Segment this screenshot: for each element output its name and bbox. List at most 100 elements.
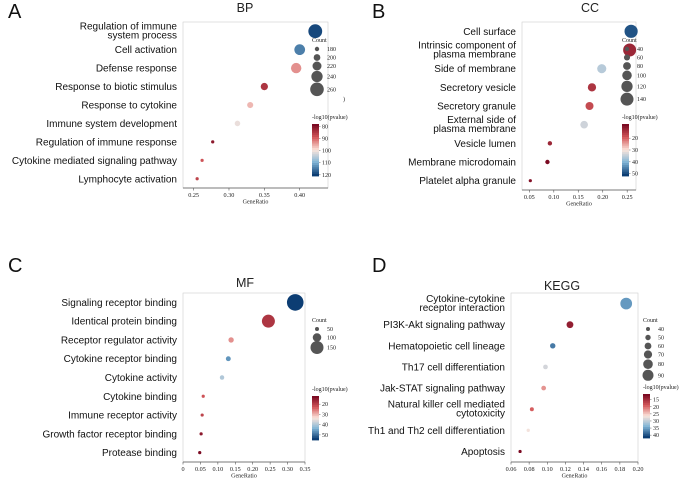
color-tick-label-b: 20 — [632, 136, 638, 142]
panel-title-b: CC — [581, 1, 599, 15]
plot-frame-b — [521, 21, 637, 191]
x-tick-label-d: 0.08 — [524, 466, 535, 473]
category-label-b: Platelet alpha granule — [419, 176, 516, 187]
panel-c: C MF 0 0.05 0.10 0.15 0.20 0.25 0.30 0.35 GeneRati… — [8, 255, 348, 478]
color-bar-segment-d — [643, 428, 650, 432]
category-label-a: Cell activation — [115, 45, 177, 56]
data-point-c — [198, 451, 202, 455]
data-point-a — [211, 140, 215, 144]
data-point-c — [219, 375, 225, 380]
color-bar-segment-b — [622, 165, 629, 168]
color-bar-segment-a — [312, 132, 319, 136]
data-point-d — [526, 428, 530, 432]
category-label-a: Defense response — [96, 64, 178, 75]
color-bar-segment-b — [622, 173, 629, 177]
color-legend-title-c: -log10(pvalue) — [312, 386, 348, 393]
color-bar-segment-d — [643, 427, 650, 430]
color-bar-segment-a — [312, 137, 319, 140]
x-tick-label-b: 0.10 — [548, 194, 559, 201]
color-bar-segment-c — [312, 423, 319, 426]
color-bar-segment-d — [643, 408, 650, 411]
x-axis-label-c: GeneRatio — [231, 474, 257, 478]
color-bar-segment-d — [643, 425, 650, 428]
color-bar-segment-b — [622, 143, 629, 147]
x-tick-label-d: 0.06 — [506, 466, 517, 473]
count-legend-title-a: Count — [312, 38, 327, 44]
color-bar-segment-c — [312, 430, 319, 434]
data-point-c — [286, 294, 304, 311]
category-label-a: Response to biotic stimulus — [55, 82, 177, 93]
color-bar-segment-c — [312, 399, 319, 402]
data-point-d — [566, 321, 574, 329]
x-tick-label-b: 0.20 — [597, 194, 608, 201]
color-bar-segment-c — [312, 412, 319, 415]
panel-d: D KEGG 0.06 0.08 0.10 0.12 0.14 0.16 0.18 0.20 Gen… — [368, 255, 679, 478]
category-label-c: Cytokine binding — [103, 392, 177, 403]
count-legend-label-a: 220 — [327, 64, 336, 70]
color-bar-segment-b — [622, 126, 629, 129]
color-tick-label-d: 35 — [653, 426, 659, 432]
color-bar-segment-d — [643, 412, 650, 415]
data-point-b — [545, 159, 550, 165]
category-label-b: Membrane microdomain — [408, 158, 516, 169]
data-point-a — [290, 62, 302, 74]
color-bar-segment-c — [312, 425, 319, 428]
category-label-b: Side of membrane — [434, 64, 516, 75]
data-point-a — [234, 120, 241, 127]
color-bar-segment-c — [312, 418, 319, 421]
x-tick-label-c: 0.10 — [212, 466, 223, 473]
x-tick-label-a: 0.40 — [294, 192, 305, 199]
color-bar-segment-d — [643, 423, 650, 426]
panel-letter-c: C — [8, 255, 22, 277]
category-label-a: Response to cytokine — [81, 101, 177, 112]
color-tick-label-c: 50 — [322, 433, 328, 439]
x-tick-label-b: 0.15 — [573, 194, 584, 201]
count-legend-dot-d — [643, 350, 653, 359]
color-bar-segment-a — [312, 143, 319, 147]
count-legend-title-d: Count — [643, 318, 658, 324]
count-legend-clipped-a: ) — [343, 96, 345, 103]
x-tick-label-d: 0.18 — [614, 466, 625, 473]
color-tick-label-d: 25 — [653, 412, 659, 418]
color-bar-segment-a — [312, 126, 319, 129]
color-tick-label-c: 40 — [322, 423, 328, 429]
category-label-c: Cytokine activity — [105, 373, 177, 384]
count-legend-label-b: 100 — [637, 73, 646, 79]
color-bar-segment-a — [312, 139, 319, 142]
color-legend-title-d: -log10(pvalue) — [643, 384, 679, 391]
color-bar-segment-c — [312, 416, 319, 419]
category-label-line2-b: plasma membrane — [433, 50, 516, 61]
color-tick-label-d: 20 — [653, 405, 659, 411]
category-label-a: Immune system development — [46, 119, 177, 130]
color-bar-segment-a — [312, 158, 319, 162]
x-tick-label-c: 0.35 — [300, 466, 311, 473]
panel-title-d: KEGG — [544, 279, 580, 293]
count-legend-dot-d — [642, 369, 654, 381]
color-bar-segment-d — [643, 430, 650, 433]
color-tick-label-a: 110 — [322, 161, 331, 167]
category-label-a: Lymphocyte activation — [78, 174, 177, 185]
color-bar-segment-d — [643, 436, 650, 439]
color-bar-segment-c — [312, 401, 319, 404]
color-bar-segment-d — [643, 395, 650, 399]
data-point-c — [228, 337, 234, 343]
color-bar-segment-d — [643, 403, 650, 406]
color-bar-segment-c — [312, 408, 319, 412]
data-point-c — [199, 432, 203, 436]
count-legend-dot-c — [310, 341, 324, 354]
count-legend-title-b: Count — [622, 38, 637, 44]
category-label-line2-d: receptor interaction — [419, 303, 505, 314]
count-legend-label-b: 60 — [637, 56, 643, 62]
count-legend-dot-d — [645, 334, 651, 341]
color-tick-label-d: 40 — [653, 433, 659, 439]
count-legend-dot-d — [644, 342, 652, 350]
x-tick-label-c: 0.25 — [265, 466, 276, 473]
color-bar-segment-d — [643, 416, 650, 419]
count-legend-dot-a — [310, 82, 324, 97]
color-bar-segment-a — [312, 147, 319, 151]
x-tick-label-d: 0.16 — [596, 466, 607, 473]
category-label-line2-d: cytotoxicity — [456, 409, 505, 420]
category-label-c: Receptor regulator activity — [61, 335, 177, 346]
count-legend-dot-c — [315, 327, 319, 331]
count-legend-label-d: 80 — [658, 362, 664, 368]
